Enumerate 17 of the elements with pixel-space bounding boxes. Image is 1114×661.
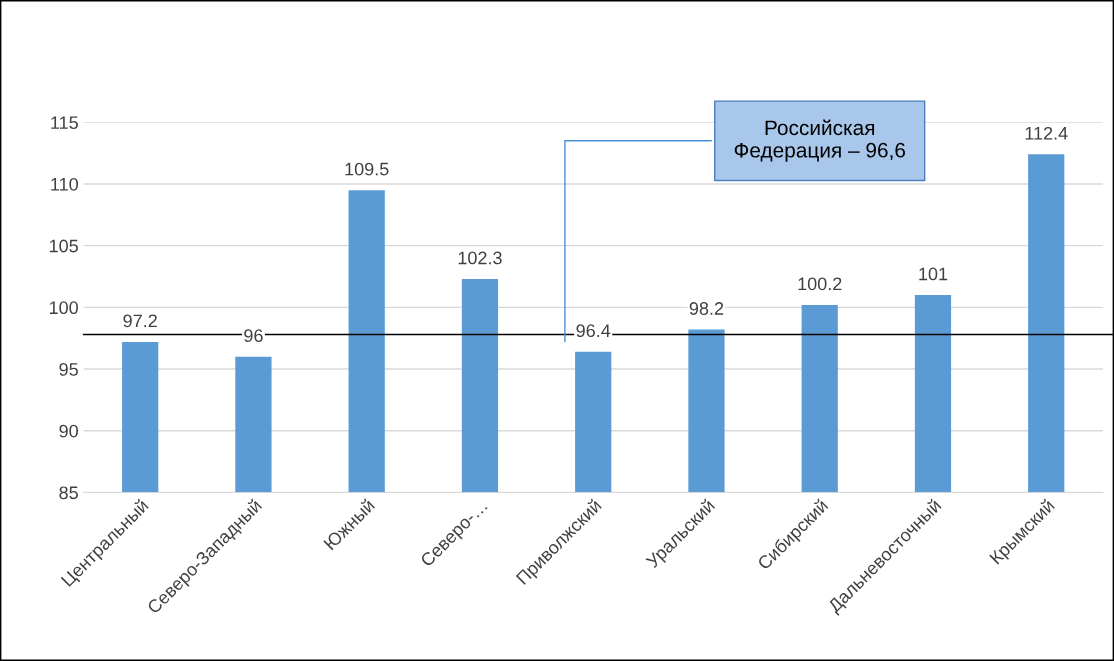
ref-line-label: Российская Федерация – 96,6 <box>734 119 906 162</box>
y-tick-label: 105 <box>49 239 78 253</box>
y-tick-label: 90 <box>59 424 78 438</box>
data-label: 97.2 <box>123 314 157 328</box>
y-tick-label: 115 <box>51 116 78 130</box>
y-tick-label: 85 <box>59 486 78 500</box>
data-label: 100.2 <box>798 277 842 291</box>
y-tick-label: 100 <box>49 301 78 315</box>
data-label: 101 <box>919 267 948 281</box>
data-label: 102.3 <box>458 251 502 265</box>
data-label: 112.4 <box>1025 126 1068 140</box>
data-label: 96.4 <box>576 324 611 338</box>
y-tick-label: 95 <box>59 362 78 376</box>
y-tick-label: 110 <box>51 177 78 191</box>
data-label: 96 <box>244 329 263 343</box>
data-label: 109.5 <box>345 162 389 176</box>
data-label: 98.2 <box>689 302 724 315</box>
